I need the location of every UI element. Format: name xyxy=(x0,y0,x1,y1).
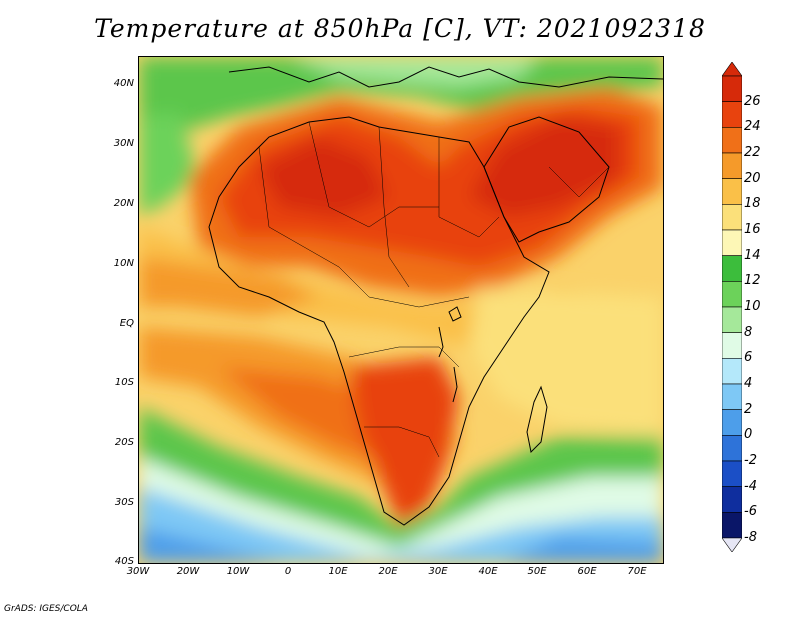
colorbar-label: -6 xyxy=(744,504,757,520)
madagascar-coastline xyxy=(526,385,548,454)
indian-ocean-yellow xyxy=(469,287,663,437)
colorbar-boxes xyxy=(722,62,742,552)
colorbar-bottom-arrow xyxy=(722,537,742,552)
north-green-band xyxy=(139,57,663,137)
lon-label-20e: 20E xyxy=(378,566,398,577)
colorbar xyxy=(722,62,742,552)
country-borders xyxy=(258,121,610,458)
colorbar-box xyxy=(722,75,742,102)
sahara-core xyxy=(259,137,389,217)
colorbar-label: 6 xyxy=(744,350,753,366)
coastlines xyxy=(208,66,663,526)
colorbar-box xyxy=(722,358,742,385)
colorbar-label: 12 xyxy=(744,273,761,289)
lat-label-eq: EQ xyxy=(119,318,134,329)
colorbar-box xyxy=(722,229,742,256)
north-light-band xyxy=(289,57,539,87)
lat-label-40s: 40S xyxy=(114,556,134,567)
lon-label-20w: 20W xyxy=(176,566,200,577)
colorbar-box xyxy=(722,281,742,308)
lat-label-10n: 10N xyxy=(113,258,134,269)
lat-label-30s: 30S xyxy=(114,497,134,508)
temperature-field xyxy=(139,57,663,563)
colorbar-box xyxy=(722,255,742,282)
lon-label-10w: 10W xyxy=(226,566,250,577)
colorbar-label: -4 xyxy=(744,478,757,494)
colorbar-box xyxy=(722,306,742,333)
colorbar-label: 22 xyxy=(744,145,761,160)
colorbar-label: 26 xyxy=(744,93,761,109)
border-line xyxy=(548,166,610,198)
colorbar-label: 2 xyxy=(744,401,753,417)
colorbar-label: 20 xyxy=(744,170,761,186)
border-line xyxy=(338,266,470,308)
colorbar-box xyxy=(722,383,742,410)
south-lightblue xyxy=(139,487,663,563)
lon-label-70e: 70E xyxy=(627,566,647,577)
colorbar-label: 8 xyxy=(744,324,753,340)
lake-malawi xyxy=(452,366,458,403)
colorbar-box xyxy=(722,101,742,128)
temperature-map xyxy=(138,56,664,564)
field-layers xyxy=(139,57,663,563)
west-africa-warm xyxy=(139,257,319,317)
grads-credit: GrADS: IGES/COLA xyxy=(4,604,88,614)
lat-label-40n: 40N xyxy=(113,78,134,89)
colorbar-box xyxy=(722,512,742,539)
colorbar-box xyxy=(722,409,742,436)
europe-coastline xyxy=(228,66,663,88)
lake-victoria xyxy=(448,306,462,322)
colorbar-box xyxy=(722,178,742,205)
border-line xyxy=(364,426,440,458)
colorbar-label: 18 xyxy=(744,196,761,212)
colorbar-box xyxy=(722,332,742,359)
lake-tanganyika xyxy=(438,326,444,358)
colorbar-label: 4 xyxy=(744,376,753,391)
map-title: Temperature at 850hPa [C], VT: 202109231… xyxy=(94,14,706,43)
lon-label-60e: 60E xyxy=(577,566,597,577)
lat-label-30n: 30N xyxy=(113,138,134,149)
lon-label-30w: 30W xyxy=(126,566,150,577)
arabia-core xyxy=(469,117,619,217)
atlantic-cool xyxy=(139,112,199,217)
colorbar-box xyxy=(722,486,742,513)
colorbar-box xyxy=(722,435,742,462)
border-line xyxy=(378,126,410,288)
colorbar-box xyxy=(722,460,742,487)
colorbar-label: 14 xyxy=(744,247,761,263)
lat-label-20s: 20S xyxy=(114,437,134,448)
colorbar-label: -8 xyxy=(744,530,757,545)
lon-label-0: 0 xyxy=(284,566,292,577)
lon-label-10e: 10E xyxy=(328,566,348,577)
south-blue xyxy=(139,527,663,563)
lat-label-10s: 10S xyxy=(114,377,134,388)
lon-label-50e: 50E xyxy=(527,566,547,577)
border-line xyxy=(438,137,500,238)
colorbar-label: -2 xyxy=(744,453,757,468)
colorbar-box xyxy=(722,204,742,231)
colorbar-label: 24 xyxy=(744,119,761,135)
colorbar-box xyxy=(722,152,742,179)
lon-label-30e: 30E xyxy=(428,566,448,577)
colorbar-box xyxy=(722,127,742,154)
colorbar-label: 16 xyxy=(744,222,761,237)
africa-coastline xyxy=(208,116,550,526)
southern-africa-hot xyxy=(349,357,459,527)
lon-label-40e: 40E xyxy=(478,566,498,577)
border-line xyxy=(308,121,439,228)
colorbar-top-arrow xyxy=(722,62,742,77)
border-line xyxy=(348,346,460,368)
arabia-coastline xyxy=(483,116,610,243)
colorbar-label: 0 xyxy=(744,427,753,443)
colorbar-label: 10 xyxy=(744,299,761,314)
border-line xyxy=(258,146,340,268)
lat-label-20n: 20N xyxy=(113,198,134,209)
